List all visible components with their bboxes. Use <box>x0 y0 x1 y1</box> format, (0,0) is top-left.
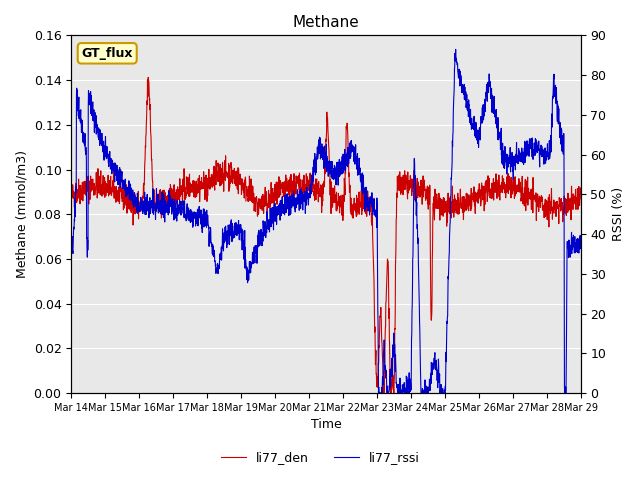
Legend: li77_den, li77_rssi: li77_den, li77_rssi <box>216 446 424 469</box>
li77_rssi <box>452 47 460 52</box>
li77_rssi <box>67 250 75 255</box>
Line: li77_den: li77_den <box>71 77 580 393</box>
X-axis label: Time: Time <box>310 419 341 432</box>
li77_rssi <box>532 148 540 154</box>
li77_den <box>340 180 348 186</box>
li77_den <box>577 190 584 195</box>
li77_rssi <box>351 157 359 163</box>
li77_den <box>387 390 395 396</box>
li77_rssi <box>474 131 482 137</box>
li77_den <box>474 200 482 206</box>
li77_den <box>547 199 554 204</box>
Line: li77_rssi: li77_rssi <box>71 49 580 393</box>
li77_den <box>210 168 218 173</box>
Y-axis label: RSSI (%): RSSI (%) <box>612 187 625 241</box>
Text: GT_flux: GT_flux <box>81 47 133 60</box>
li77_den <box>532 194 540 200</box>
li77_rssi <box>547 149 554 155</box>
li77_rssi <box>340 167 348 173</box>
li77_rssi <box>376 390 383 396</box>
Title: Methane: Methane <box>292 15 360 30</box>
li77_den <box>67 190 75 196</box>
li77_rssi <box>577 241 584 247</box>
li77_den <box>352 204 360 210</box>
li77_rssi <box>209 243 217 249</box>
Y-axis label: Methane (mmol/m3): Methane (mmol/m3) <box>15 150 28 278</box>
li77_den <box>145 74 152 80</box>
